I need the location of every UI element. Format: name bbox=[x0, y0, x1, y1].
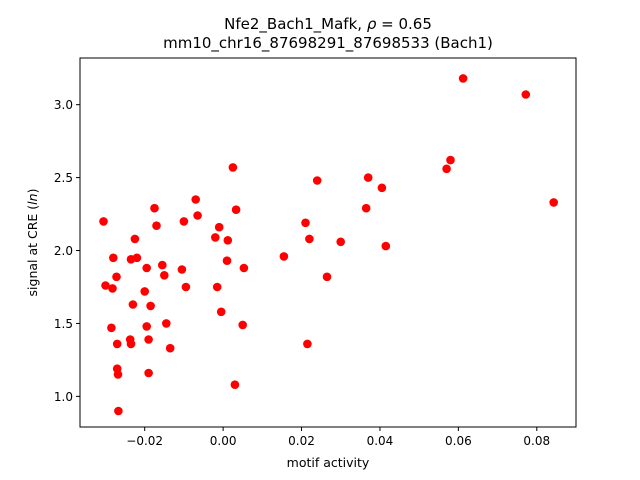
x-tick-label-0: −0.02 bbox=[126, 434, 163, 448]
data-point-44 bbox=[279, 252, 289, 261]
data-point-41 bbox=[231, 205, 241, 214]
y-tick-label-0: 1.0 bbox=[54, 390, 73, 404]
data-point-19 bbox=[144, 335, 153, 344]
x-tick-label-2: 0.02 bbox=[288, 434, 315, 448]
data-point-52 bbox=[363, 173, 373, 182]
plot-area-frame bbox=[79, 57, 577, 428]
data-point-25 bbox=[160, 271, 169, 280]
data-point-9 bbox=[114, 406, 123, 416]
data-point-21 bbox=[146, 301, 155, 311]
data-point-47 bbox=[305, 234, 314, 244]
data-point-46 bbox=[303, 339, 312, 349]
data-point-30 bbox=[181, 282, 191, 292]
data-point-8 bbox=[113, 370, 123, 379]
x-tick-label-3: 0.04 bbox=[367, 434, 394, 448]
data-point-59 bbox=[549, 198, 558, 207]
data-point-23 bbox=[152, 221, 161, 230]
data-point-58 bbox=[521, 90, 531, 99]
data-point-29 bbox=[179, 217, 189, 226]
x-tick-label-5: 0.08 bbox=[523, 434, 550, 448]
data-point-54 bbox=[381, 241, 391, 251]
y-tick-label-4: 3.0 bbox=[54, 98, 73, 112]
data-point-1 bbox=[101, 281, 110, 290]
data-point-34 bbox=[212, 282, 222, 292]
data-point-16 bbox=[140, 287, 149, 296]
data-point-45 bbox=[301, 218, 310, 228]
data-point-53 bbox=[377, 183, 387, 193]
data-point-51 bbox=[361, 203, 371, 213]
y-tick-label-2: 2.0 bbox=[54, 244, 73, 258]
chart-title-line1: Nfe2_Bach1_Mafk, ρ = 0.65 bbox=[224, 15, 432, 34]
data-point-14 bbox=[130, 234, 140, 244]
data-point-26 bbox=[162, 319, 171, 328]
data-point-22 bbox=[150, 203, 159, 213]
data-point-24 bbox=[158, 260, 167, 270]
data-point-43 bbox=[239, 263, 249, 273]
data-point-37 bbox=[222, 256, 232, 266]
data-point-31 bbox=[191, 195, 200, 204]
data-point-33 bbox=[211, 233, 220, 242]
x-axis-ticks: −0.02 0.00 0.02 0.04 0.06 0.08 bbox=[126, 427, 550, 448]
data-point-20 bbox=[144, 368, 153, 378]
data-point-28 bbox=[177, 265, 187, 274]
data-point-35 bbox=[214, 222, 224, 232]
data-point-56 bbox=[446, 155, 455, 165]
x-tick-label-1: 0.00 bbox=[210, 434, 237, 448]
data-point-40 bbox=[230, 380, 240, 390]
data-point-38 bbox=[223, 236, 233, 245]
data-point-18 bbox=[142, 263, 151, 273]
data-point-27 bbox=[165, 343, 175, 353]
data-point-55 bbox=[442, 164, 451, 174]
x-axis-label: motif activity bbox=[287, 455, 370, 470]
data-point-2 bbox=[107, 323, 116, 333]
y-tick-label-1: 1.5 bbox=[54, 317, 73, 331]
data-point-15 bbox=[132, 253, 142, 263]
data-point-32 bbox=[193, 211, 202, 220]
data-point-49 bbox=[322, 272, 332, 282]
y-tick-label-3: 2.5 bbox=[54, 171, 73, 185]
data-point-17 bbox=[142, 322, 151, 331]
data-point-11 bbox=[126, 339, 136, 349]
data-point-39 bbox=[228, 163, 238, 172]
chart-title-line2: mm10_chr16_87698291_87698533 (Bach1) bbox=[163, 34, 493, 53]
data-point-5 bbox=[112, 272, 121, 282]
x-tick-label-4: 0.06 bbox=[445, 434, 472, 448]
data-point-48 bbox=[312, 176, 322, 185]
data-point-50 bbox=[336, 237, 346, 247]
data-point-42 bbox=[238, 320, 247, 330]
data-point-0 bbox=[99, 217, 108, 226]
data-point-6 bbox=[112, 339, 122, 349]
y-axis-label: signal at CRE (ln) bbox=[25, 189, 40, 297]
data-point-57 bbox=[458, 74, 468, 83]
data-points bbox=[99, 74, 558, 416]
data-point-3 bbox=[108, 284, 117, 293]
data-point-4 bbox=[109, 253, 118, 263]
data-point-36 bbox=[216, 307, 226, 317]
y-axis-ticks: 1.0 1.5 2.0 2.5 3.0 bbox=[54, 98, 80, 404]
data-point-13 bbox=[128, 300, 138, 309]
